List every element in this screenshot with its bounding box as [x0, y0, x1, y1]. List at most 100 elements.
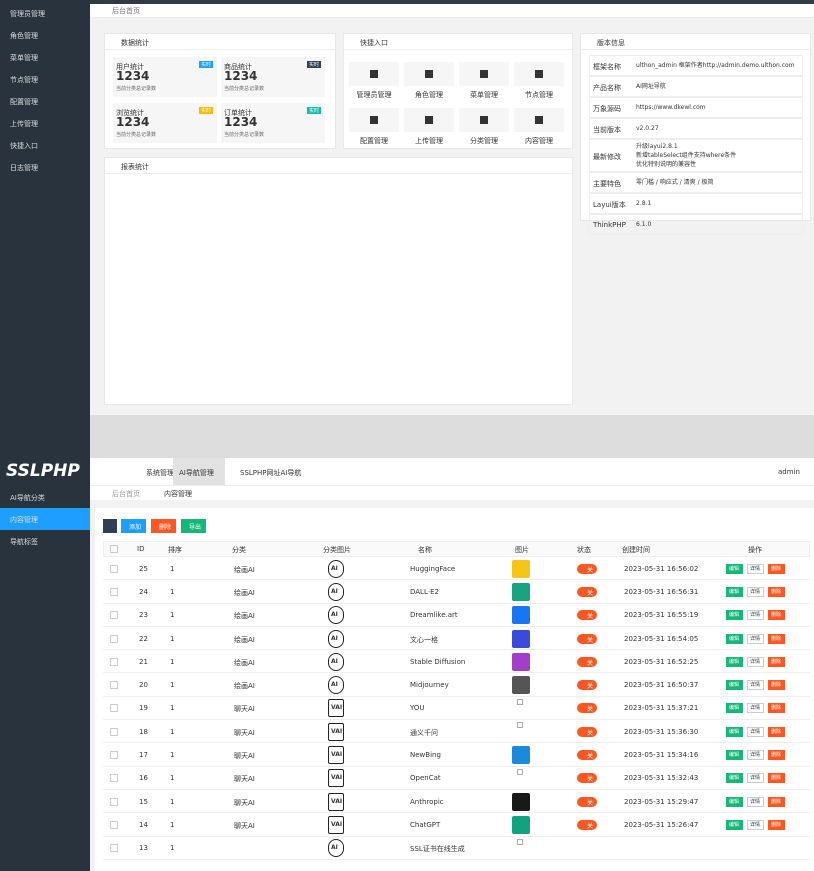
row-checkbox[interactable] [110, 774, 118, 783]
status-label[interactable]: 关 [587, 589, 594, 597]
sidebar-item[interactable]: 管理员管理 [10, 10, 45, 18]
status-toggle[interactable] [577, 563, 597, 574]
toolbar-label[interactable]: 导出 [189, 524, 202, 531]
action-btn[interactable] [768, 656, 785, 667]
status-toggle[interactable] [577, 796, 597, 807]
action-label[interactable]: 详情 [750, 705, 761, 712]
action-label[interactable]: 删除 [771, 821, 782, 828]
action-btn[interactable] [747, 586, 764, 597]
nav-item[interactable]: 系统管理 [146, 469, 174, 477]
head-checkbox[interactable] [110, 545, 118, 553]
action-btn[interactable] [726, 680, 743, 691]
action-btn[interactable] [768, 819, 785, 830]
status-toggle[interactable] [577, 586, 597, 597]
action-btn[interactable] [768, 750, 785, 760]
action-label[interactable]: 详情 [750, 588, 761, 595]
row-checkbox[interactable] [110, 681, 118, 690]
action-btn[interactable] [768, 796, 785, 807]
shortcut-label[interactable]: 上传管理 [415, 137, 443, 145]
status-toggle[interactable] [577, 703, 597, 714]
side-item[interactable]: 内容管理 [10, 516, 38, 524]
action-btn[interactable] [726, 563, 743, 574]
action-label[interactable]: 编辑 [729, 728, 740, 735]
action-btn[interactable] [747, 726, 764, 737]
status-toggle[interactable] [577, 819, 597, 830]
action-label[interactable]: 删除 [771, 728, 782, 735]
action-label[interactable]: 详情 [750, 775, 761, 782]
side-item[interactable]: 导航标签 [10, 538, 38, 546]
action-label[interactable]: 详情 [750, 612, 761, 619]
toolbar-label[interactable]: 添加 [129, 524, 142, 531]
action-btn[interactable] [768, 726, 785, 737]
user[interactable]: admin [778, 468, 800, 476]
shortcut-label[interactable]: 内容管理 [525, 137, 553, 145]
nav-item[interactable]: AI导航管理 [179, 469, 214, 477]
status-label[interactable]: 关 [587, 613, 594, 621]
action-btn[interactable] [768, 773, 785, 784]
action-btn[interactable] [726, 703, 743, 714]
status-toggle[interactable] [577, 610, 597, 621]
status-label[interactable]: 关 [587, 776, 594, 784]
side-item[interactable]: AI导航分类 [10, 494, 45, 502]
action-label[interactable]: 详情 [750, 752, 761, 758]
sidebar-item[interactable]: 节点管理 [10, 76, 38, 84]
action-label[interactable]: 编辑 [729, 821, 740, 828]
action-label[interactable]: 详情 [750, 658, 761, 665]
row-checkbox[interactable] [110, 657, 118, 666]
status-label[interactable]: 关 [587, 566, 594, 574]
action-label[interactable]: 删除 [771, 658, 782, 665]
toolbar-btn[interactable] [121, 519, 146, 533]
action-btn[interactable] [747, 773, 764, 784]
action-label[interactable]: 删除 [771, 635, 782, 642]
action-btn[interactable] [747, 750, 764, 760]
row-checkbox[interactable] [110, 587, 118, 596]
action-btn[interactable] [768, 680, 785, 691]
row-checkbox[interactable] [110, 844, 118, 853]
action-label[interactable]: 详情 [750, 728, 761, 735]
action-label[interactable]: 删除 [771, 798, 782, 805]
row-checkbox[interactable] [110, 820, 118, 829]
status-toggle[interactable] [577, 680, 597, 691]
action-label[interactable]: 删除 [771, 752, 782, 758]
action-label[interactable]: 编辑 [729, 658, 740, 665]
action-btn[interactable] [726, 610, 743, 621]
toolbar-btn[interactable] [151, 519, 176, 533]
action-label[interactable]: 编辑 [729, 565, 740, 572]
action-label[interactable]: 详情 [750, 635, 761, 642]
sidebar-item[interactable]: 角色管理 [10, 32, 38, 40]
tab[interactable]: 后台首页 [112, 7, 140, 15]
status-label[interactable]: 关 [587, 753, 594, 760]
sidebar-item[interactable]: 配置管理 [10, 98, 38, 106]
action-btn[interactable] [768, 563, 785, 574]
action-label[interactable]: 编辑 [729, 612, 740, 619]
action-btn[interactable] [726, 656, 743, 667]
row-checkbox[interactable] [110, 564, 118, 573]
shortcut-label[interactable]: 菜单管理 [470, 91, 498, 99]
action-btn[interactable] [768, 633, 785, 644]
action-btn[interactable] [726, 633, 743, 644]
status-toggle[interactable] [577, 750, 597, 760]
action-label[interactable]: 编辑 [729, 798, 740, 805]
action-label[interactable]: 编辑 [729, 682, 740, 689]
sidebar-item[interactable]: 菜单管理 [10, 54, 38, 62]
action-label[interactable]: 删除 [771, 682, 782, 689]
action-label[interactable]: 详情 [750, 682, 761, 689]
tab[interactable]: 内容管理 [164, 490, 192, 498]
action-label[interactable]: 详情 [750, 798, 761, 805]
row-checkbox[interactable] [110, 727, 118, 736]
refresh-btn[interactable] [103, 519, 117, 533]
status-label[interactable]: 关 [587, 683, 594, 691]
action-label[interactable]: 删除 [771, 775, 782, 782]
action-btn[interactable] [747, 703, 764, 714]
action-btn[interactable] [768, 586, 785, 597]
action-btn[interactable] [768, 703, 785, 714]
status-label[interactable]: 关 [587, 636, 594, 644]
row-checkbox[interactable] [110, 611, 118, 620]
action-btn[interactable] [726, 726, 743, 737]
sidebar-item[interactable]: 日志管理 [10, 164, 38, 172]
row-checkbox[interactable] [110, 634, 118, 643]
action-btn[interactable] [726, 796, 743, 807]
toolbar-label[interactable]: 删除 [159, 524, 172, 531]
action-btn[interactable] [747, 633, 764, 644]
status-label[interactable]: 关 [587, 729, 594, 737]
